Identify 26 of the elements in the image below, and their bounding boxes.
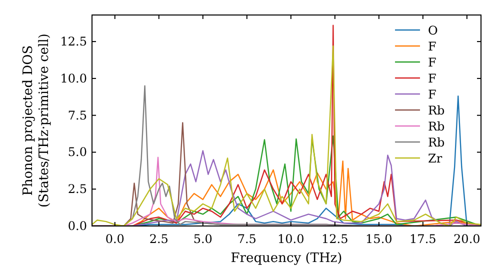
x-axis-title: Frequency (THz) [230,251,342,266]
legend-label: F [428,40,436,54]
x-tick-label: 0.0 [105,232,124,246]
legend-label: Rb [428,120,446,134]
y-tick-label: 2.5 [68,182,87,196]
x-tick-label: 7.5 [237,232,256,246]
legend-label: Rb [428,104,446,118]
x-tick-label: 15.0 [366,232,392,246]
y-tick-label: 0.0 [68,219,87,233]
x-tick-label: 2.5 [149,232,168,246]
y-tick-label: 7.5 [68,108,87,122]
legend-label: Rb [428,136,446,150]
legend-label: F [428,72,436,86]
x-tick-label: 10.0 [278,232,304,246]
legend-label: Zr [428,152,442,166]
x-tick-label: 12.5 [322,232,348,246]
y-axis-title: Phonon projected DOS (States/THz·primitive cell) [21,33,52,208]
y-tick-label: 12.5 [60,34,87,49]
x-tick-label: 20.0 [454,232,480,246]
legend-label: O [428,24,438,38]
y-tick-label: 5.0 [68,145,87,160]
x-tick-label: 17.5 [410,232,436,246]
legend-label: F [428,88,436,102]
x-tick-label: 5.0 [193,232,212,246]
legend-label: F [428,56,436,70]
y-tick-label: 10.0 [60,71,87,86]
